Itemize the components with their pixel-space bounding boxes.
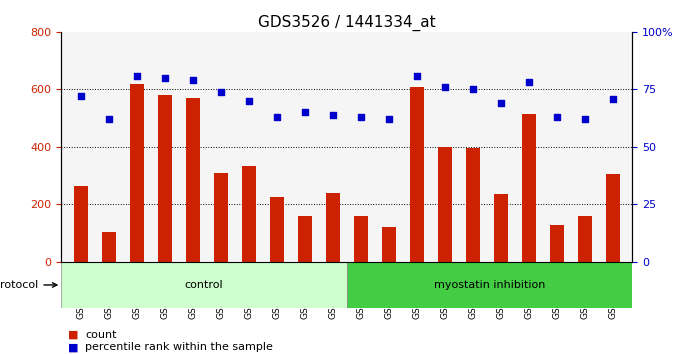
Point bbox=[384, 116, 394, 122]
Point bbox=[271, 114, 282, 120]
FancyBboxPatch shape bbox=[347, 262, 632, 308]
Bar bbox=[298, 216, 312, 262]
FancyBboxPatch shape bbox=[61, 262, 347, 308]
Bar bbox=[578, 216, 592, 262]
Point bbox=[188, 78, 199, 83]
Bar bbox=[438, 147, 452, 262]
Point bbox=[551, 114, 562, 120]
Bar bbox=[270, 197, 284, 262]
Text: ■: ■ bbox=[68, 342, 78, 353]
Bar bbox=[522, 114, 536, 262]
Point bbox=[579, 116, 590, 122]
Bar bbox=[130, 84, 143, 262]
Point bbox=[243, 98, 254, 104]
Bar bbox=[550, 224, 564, 262]
Bar bbox=[466, 148, 480, 262]
Point bbox=[131, 73, 142, 79]
Bar bbox=[494, 194, 508, 262]
Text: count: count bbox=[85, 330, 116, 340]
Point bbox=[159, 75, 170, 81]
Point bbox=[524, 80, 534, 85]
Bar bbox=[214, 173, 228, 262]
Bar bbox=[606, 174, 619, 262]
Point bbox=[327, 112, 338, 118]
Bar bbox=[102, 232, 116, 262]
Point bbox=[411, 73, 422, 79]
Bar bbox=[326, 193, 340, 262]
Bar bbox=[410, 86, 424, 262]
Point bbox=[216, 89, 226, 95]
Point bbox=[356, 114, 367, 120]
Point bbox=[103, 116, 114, 122]
Bar bbox=[354, 216, 368, 262]
Text: ■: ■ bbox=[68, 330, 78, 340]
Bar bbox=[158, 95, 172, 262]
Point bbox=[299, 110, 310, 115]
Bar bbox=[186, 98, 200, 262]
Point bbox=[467, 86, 478, 92]
Text: control: control bbox=[185, 280, 223, 290]
Text: percentile rank within the sample: percentile rank within the sample bbox=[85, 342, 273, 353]
Bar bbox=[242, 166, 256, 262]
Point bbox=[75, 93, 86, 99]
Bar bbox=[74, 186, 88, 262]
Point bbox=[607, 96, 618, 101]
Text: myostatin inhibition: myostatin inhibition bbox=[434, 280, 545, 290]
Point bbox=[495, 101, 506, 106]
Text: protocol: protocol bbox=[0, 280, 57, 290]
Title: GDS3526 / 1441334_at: GDS3526 / 1441334_at bbox=[258, 14, 436, 30]
Bar bbox=[381, 227, 396, 262]
Point bbox=[439, 84, 450, 90]
